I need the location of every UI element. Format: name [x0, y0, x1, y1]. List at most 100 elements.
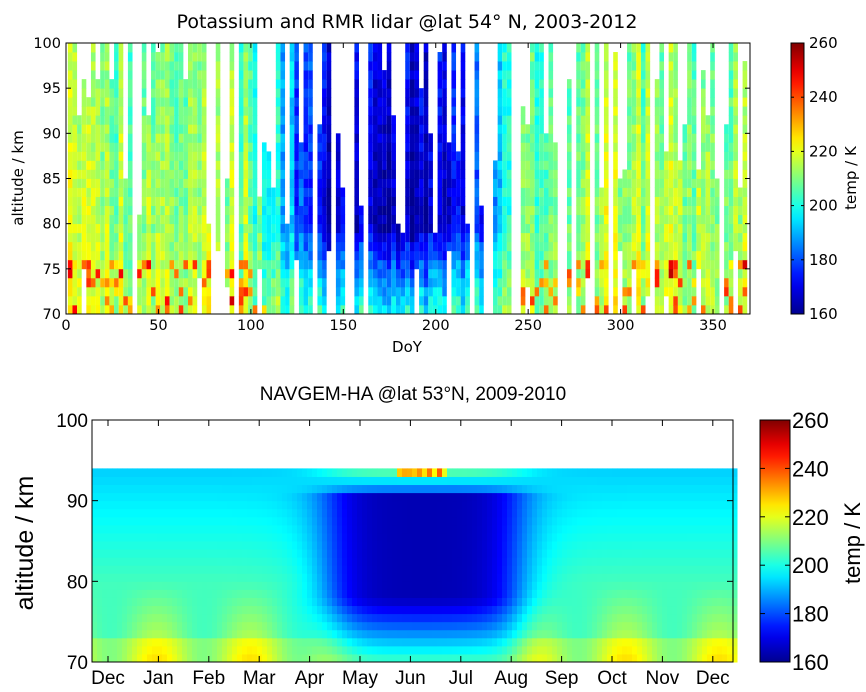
lidar-cell: [303, 205, 309, 216]
lidar-cell: [86, 133, 91, 143]
lidar-cell: [728, 259, 734, 270]
lidar-cell: [372, 187, 378, 197]
lidar-cell: [640, 61, 646, 71]
model-cell: [327, 637, 333, 647]
lidar-cell: [188, 160, 193, 170]
lidar-cell: [377, 160, 383, 170]
model-cell: [342, 500, 348, 510]
model-cell: [302, 597, 308, 607]
lidar-cell: [229, 106, 235, 116]
model-cell: [312, 500, 318, 510]
model-cell: [107, 645, 113, 655]
model-cell: [342, 492, 348, 502]
lidar-cell: [77, 259, 82, 270]
model-cell: [212, 484, 218, 494]
model-cell: [137, 613, 143, 623]
model-cell: [377, 637, 383, 647]
model-cell: [317, 645, 323, 655]
lidar-cell: [95, 115, 101, 125]
lidar-cell: [548, 70, 554, 80]
lidar-cell: [127, 142, 133, 152]
lidar-cell: [423, 133, 429, 143]
lidar-cell: [677, 223, 683, 234]
lidar-cell: [553, 151, 558, 161]
model-cell: [407, 508, 413, 518]
lidar-cell: [714, 259, 720, 270]
model-cell: [217, 484, 223, 494]
model-cell: [282, 549, 288, 558]
lidar-column: [456, 151, 461, 315]
lidar-cell: [123, 259, 128, 270]
lidar-cell: [109, 79, 115, 89]
lidar-cell: [303, 277, 309, 288]
model-cell: [142, 589, 148, 598]
lidar-cell: [372, 79, 378, 89]
model-cell: [262, 557, 268, 566]
lidar-cell: [252, 106, 258, 116]
lidar-cell: [728, 88, 734, 98]
model-cell: [137, 573, 143, 582]
model-cell: [117, 532, 123, 542]
lidar-cell: [90, 277, 96, 288]
lidar-cell: [553, 232, 558, 243]
lidar-column: [395, 223, 401, 315]
model-cell: [112, 637, 118, 647]
model-column: [397, 468, 403, 663]
lidar-cell: [151, 241, 156, 252]
lidar-cell: [737, 304, 743, 315]
model-cell: [372, 508, 378, 518]
lidar-cell: [164, 187, 170, 197]
lidar-cell: [705, 178, 711, 188]
lidar-cell: [613, 268, 618, 279]
model-cell: [272, 557, 278, 566]
lidar-cell: [566, 277, 572, 288]
lidar-cell: [280, 250, 286, 261]
lidar-cell: [714, 187, 720, 197]
lidar-cell: [645, 115, 651, 125]
model-cell: [167, 629, 173, 639]
lidar-cell: [169, 223, 175, 234]
lidar-cell: [229, 223, 235, 234]
lidar-cell: [687, 106, 692, 116]
model-cell: [157, 645, 163, 655]
chart1-y-tick-label: 100: [33, 36, 61, 52]
model-cell: [232, 476, 238, 486]
lidar-cell: [109, 268, 115, 279]
lidar-cell: [322, 250, 327, 261]
lidar-cell: [188, 61, 193, 71]
lidar-cell: [215, 106, 221, 116]
lidar-cell: [160, 223, 165, 234]
lidar-cell: [224, 214, 230, 225]
lidar-cell: [174, 223, 179, 234]
lidar-cell: [668, 52, 674, 62]
lidar-cell: [391, 178, 396, 188]
lidar-cell: [77, 304, 82, 315]
model-cell: [112, 508, 118, 518]
lidar-cell: [354, 169, 359, 179]
model-cell: [207, 484, 213, 494]
lidar-cell: [95, 259, 101, 270]
lidar-cell: [183, 223, 188, 234]
model-cell: [277, 613, 283, 623]
lidar-cell: [298, 268, 304, 279]
lidar-cell: [696, 214, 701, 225]
lidar-cell: [409, 250, 415, 261]
lidar-cell: [465, 268, 470, 279]
lidar-cell: [659, 178, 665, 188]
lidar-cell: [534, 88, 540, 98]
lidar-cell: [414, 205, 420, 216]
model-cell: [127, 605, 133, 615]
lidar-cell: [335, 133, 341, 143]
lidar-cell: [395, 250, 401, 261]
model-cell: [212, 613, 218, 623]
lidar-cell: [308, 178, 313, 188]
model-cell: [397, 484, 403, 494]
model-cell: [322, 589, 328, 598]
model-cell: [362, 597, 368, 607]
lidar-cell: [372, 97, 378, 107]
lidar-cell: [419, 223, 424, 234]
lidar-cell: [520, 133, 526, 143]
model-cell: [327, 508, 333, 518]
lidar-cell: [271, 304, 276, 315]
lidar-cell: [701, 214, 706, 225]
